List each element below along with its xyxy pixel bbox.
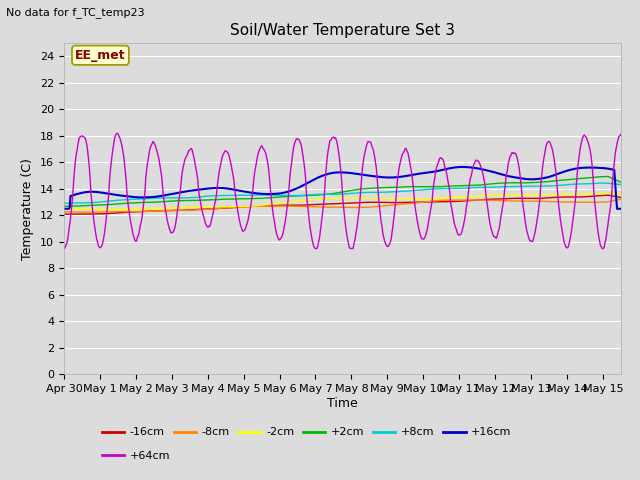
Legend: +64cm: +64cm: [97, 446, 175, 465]
Title: Soil/Water Temperature Set 3: Soil/Water Temperature Set 3: [230, 23, 455, 38]
Y-axis label: Temperature (C): Temperature (C): [22, 158, 35, 260]
Text: No data for f_TC_temp23: No data for f_TC_temp23: [6, 7, 145, 18]
Text: EE_met: EE_met: [75, 49, 125, 62]
X-axis label: Time: Time: [327, 397, 358, 410]
